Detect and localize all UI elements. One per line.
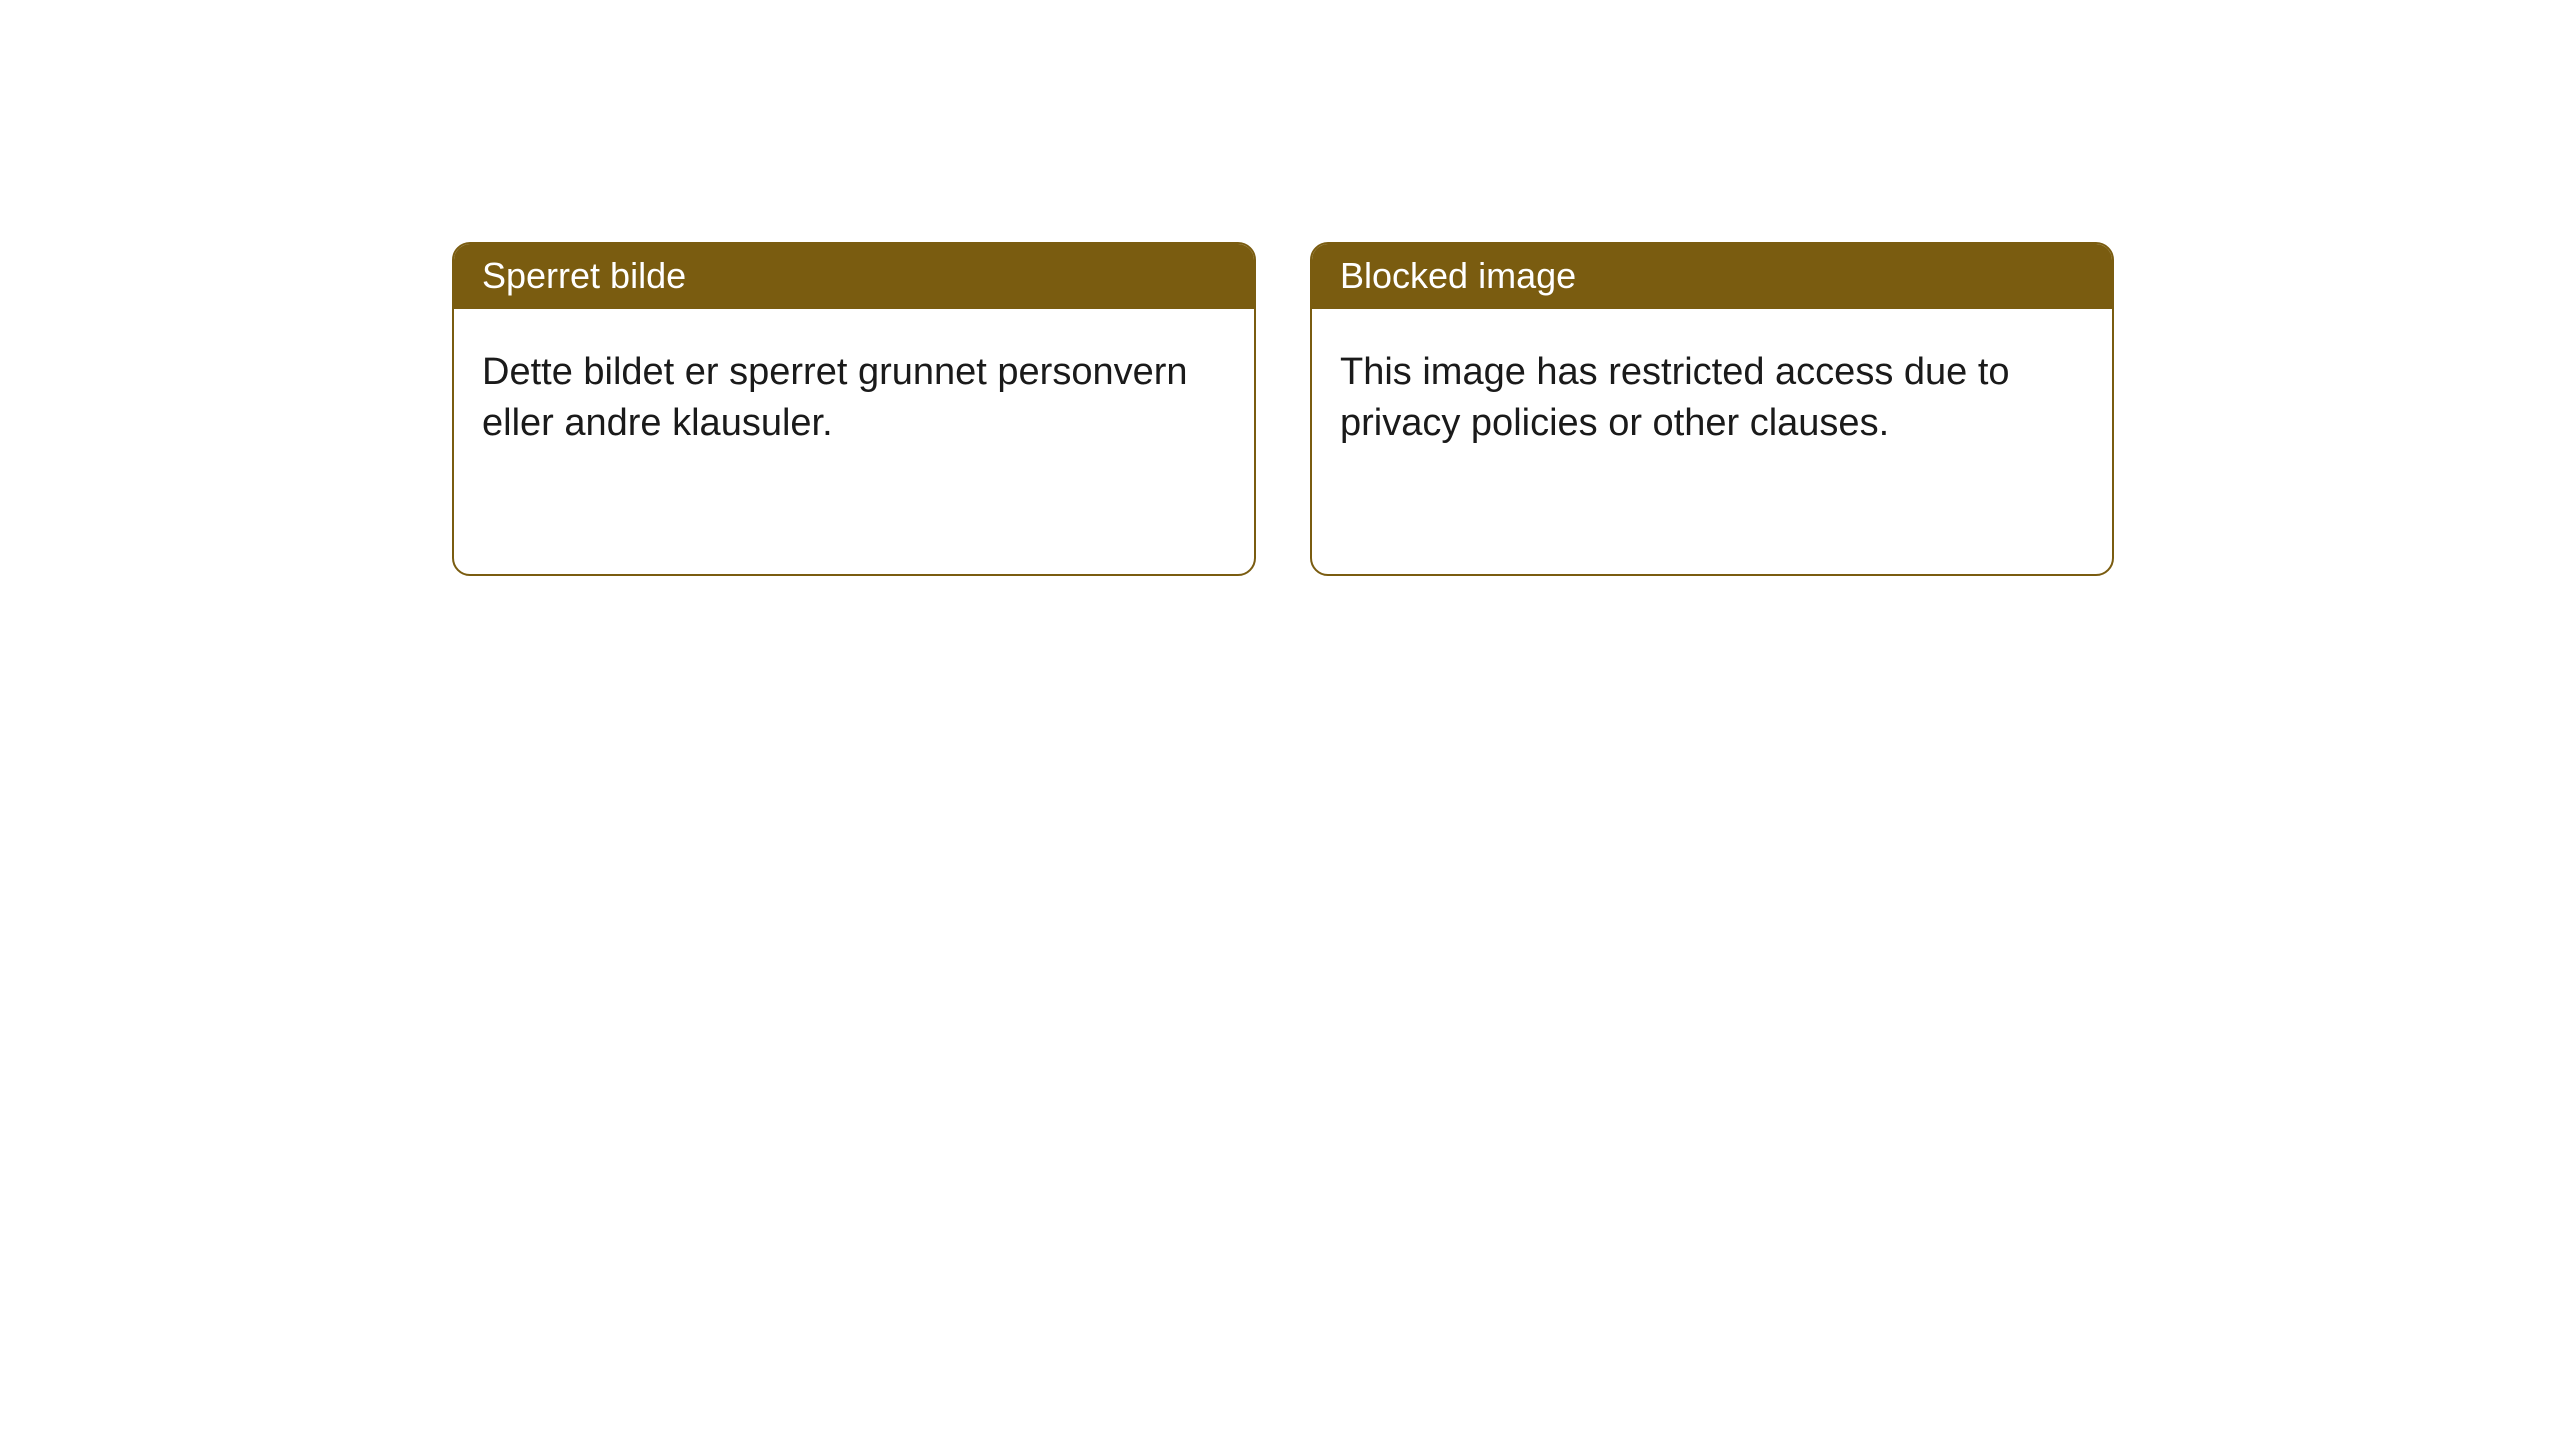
blocked-image-card-no: Sperret bilde Dette bildet er sperret gr… [452, 242, 1256, 576]
blocked-image-card-en: Blocked image This image has restricted … [1310, 242, 2114, 576]
blocked-image-cards: Sperret bilde Dette bildet er sperret gr… [452, 242, 2114, 576]
card-body-en: This image has restricted access due to … [1312, 309, 2112, 488]
card-body-no: Dette bildet er sperret grunnet personve… [454, 309, 1254, 488]
card-title-no: Sperret bilde [454, 244, 1254, 309]
card-title-en: Blocked image [1312, 244, 2112, 309]
